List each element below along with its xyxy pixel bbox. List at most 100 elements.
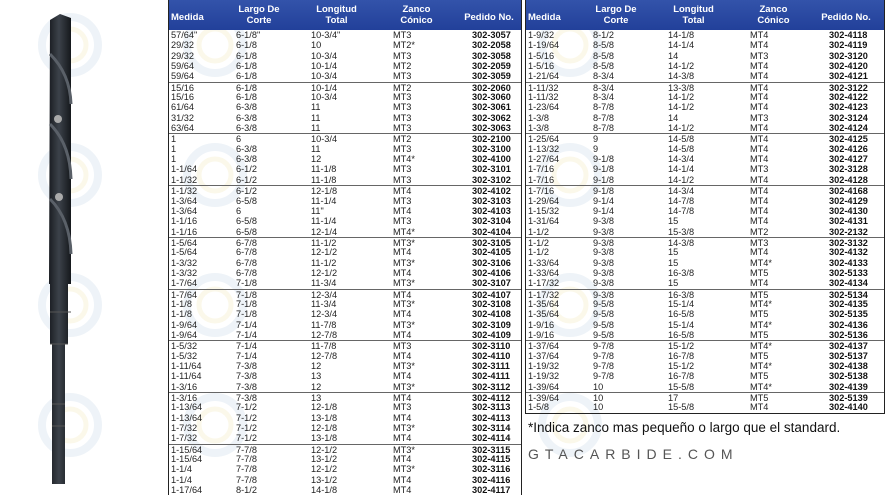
cell-largo: 9-7/8 [593,341,614,352]
cell-longitud: 11 [311,102,321,113]
table-row: 1-9/32 8-1/2 14-1/8 MT4 302-4118 [526,30,884,40]
cell-zanco: MT3* [393,319,415,330]
cell-medida: 1-13/32 [528,143,560,154]
cell-medida: 1-5/32 [171,350,198,361]
cell-pedido: 302-4107 [472,289,511,300]
cell-zanco: MT4 [750,40,769,51]
cell-largo: 9-5/8 [593,319,614,330]
cell-pedido: 302-3115 [472,444,511,455]
cell-longitud: 14-7/8 [668,205,695,216]
cell-medida: 1-37/64 [528,341,560,352]
table-row: 1-39/64 10 15-5/8 MT4* 302-4139 [526,382,884,392]
cell-zanco: MT3 [393,143,412,154]
cell-medida: 1-5/16 [528,50,555,61]
cell-longitud: 12 [311,381,322,392]
cell-medida: 1-33/64 [528,267,560,278]
table-row: 1-7/64 7-1/8 12-3/4 MT4 302-4107 [169,288,521,300]
table-row: 1-37/64 9-7/8 16-7/8 MT5 302-5137 [526,351,884,361]
table-header: Medida Largo De Corte Longitud Total Zanco … [526,0,884,30]
cell-pedido: 302-3112 [472,381,511,392]
cell-largo: 9-1/4 [593,205,614,216]
cell-pedido: 302-3128 [829,164,868,175]
cell-medida: 1-13/64 [171,402,203,413]
table-row: 1-3/64 6 11" MT4 302-4103 [169,206,521,216]
cell-zanco: MT2 [393,61,412,72]
cell-medida: 1-29/64 [528,195,560,206]
cell-largo: 9-3/8 [593,267,614,278]
cell-medida: 1-11/32 [528,92,559,103]
cell-zanco: MT4 [750,174,769,185]
cell-zanco: MT4 [750,71,769,82]
cell-medida: 1-3/32 [171,257,198,268]
cell-longitud: 16-7/8 [668,350,695,361]
cell-medida: 1-7/32 [171,433,198,444]
cell-medida: 1-19/64 [528,40,560,51]
cell-longitud: 12-7/8 [311,329,338,340]
cell-zanco: MT4 [393,289,412,300]
cell-largo: 6-1/8 [236,40,257,51]
cell-longitud: 14-3/4 [668,186,695,197]
cell-pedido: 302-4126 [829,143,868,154]
table-row: 57/64" 6-1/8" 10-3/4" MT3 302-3057 [169,30,521,40]
cell-longitud: 12-1/2 [311,267,338,278]
cell-longitud: 15-5/8 [668,402,695,413]
cell-zanco: MT4 [750,186,769,197]
cell-zanco: MT4 [750,247,769,258]
cell-longitud: 16-7/8 [668,371,695,382]
cell-zanco: MT3* [393,444,415,455]
cell-pedido: 302-4117 [472,485,511,496]
table-row: 1-25/64 9 14-5/8 MT4 302-4125 [526,133,884,144]
cell-largo: 7-7/8 [236,454,257,465]
cell-longitud: 12-1/2 [311,247,338,258]
cell-longitud: 16-3/8 [668,289,695,300]
cell-medida: 1-17/64 [171,485,203,496]
cell-zanco: MT3* [393,237,415,248]
cell-pedido: 302-2060 [472,82,511,93]
cell-largo: 6-1/2 [236,174,257,185]
cell-largo: 7-1/8 [236,278,257,289]
table-row: 1-1/8 7-1/8 11-3/4 MT3* 302-3108 [169,299,521,309]
cell-pedido: 302-4114 [472,433,511,444]
cell-medida: 1-9/16 [528,329,555,340]
cell-zanco: MT4 [750,123,769,134]
cell-longitud: 14-1/8 [668,30,695,40]
table-row: 1-5/32 7-1/4 11-7/8 MT3 302-3110 [169,340,521,351]
cell-longitud: 15-1/2 [668,361,695,371]
cell-medida: 1-27/64 [528,154,560,165]
cell-zanco: MT4 [393,309,412,320]
cell-largo: 7-7/8 [236,474,257,485]
table-row: 59/64 6-1/8 10-1/4 MT2 302-2059 [169,61,521,71]
cell-zanco: MT4* [750,341,772,352]
cell-largo: 9-1/8 [593,154,614,165]
table-row: 1-3/8 8-7/8 14 MT3 302-3124 [526,113,884,123]
cell-medida: 1-11/64 [171,361,202,371]
cell-longitud: 10-3/4 [311,92,338,103]
cell-pedido: 302-5134 [829,289,868,300]
cell-longitud: 15 [668,278,679,289]
cell-largo: 9-1/4 [593,195,614,206]
left-drill-table: Medida Largo De Corte Longitud Total Zanco … [168,0,522,496]
cell-medida: 1-3/8 [528,112,549,123]
cell-zanco: MT4* [750,319,772,330]
table-row: 1-1/2 9-3/8 14-3/8 MT3 302-3132 [526,236,884,248]
cell-pedido: 302-4134 [829,278,868,289]
cell-pedido: 302-3058 [472,50,511,61]
cell-longitud: 12 [311,154,322,165]
cell-largo: 6-3/8 [236,112,257,123]
cell-pedido: 302-3132 [829,237,868,248]
cell-pedido: 302-4100 [472,154,511,165]
cell-pedido: 302-4105 [472,247,511,258]
cell-medida: 1-9/64 [171,319,198,330]
table-row: 1-3/32 6-7/8 11-1/2 MT3* 302-3106 [169,258,521,268]
table-row: 1-1/8 7-1/8 12-3/4 MT4 302-4108 [169,309,521,319]
cell-pedido: 302-3122 [829,82,868,93]
cell-largo: 8-7/8 [593,112,614,123]
cell-largo: 9-1/8 [593,164,614,175]
cell-medida: 1-19/32 [528,361,560,371]
cell-medida: 1-1/2 [528,226,549,237]
cell-medida: 57/64" [171,30,198,40]
cell-zanco: MT3 [750,50,769,61]
cell-pedido: 302-3063 [472,123,511,134]
cell-largo: 7-7/8 [236,444,257,455]
cell-pedido: 302-3111 [472,361,510,371]
